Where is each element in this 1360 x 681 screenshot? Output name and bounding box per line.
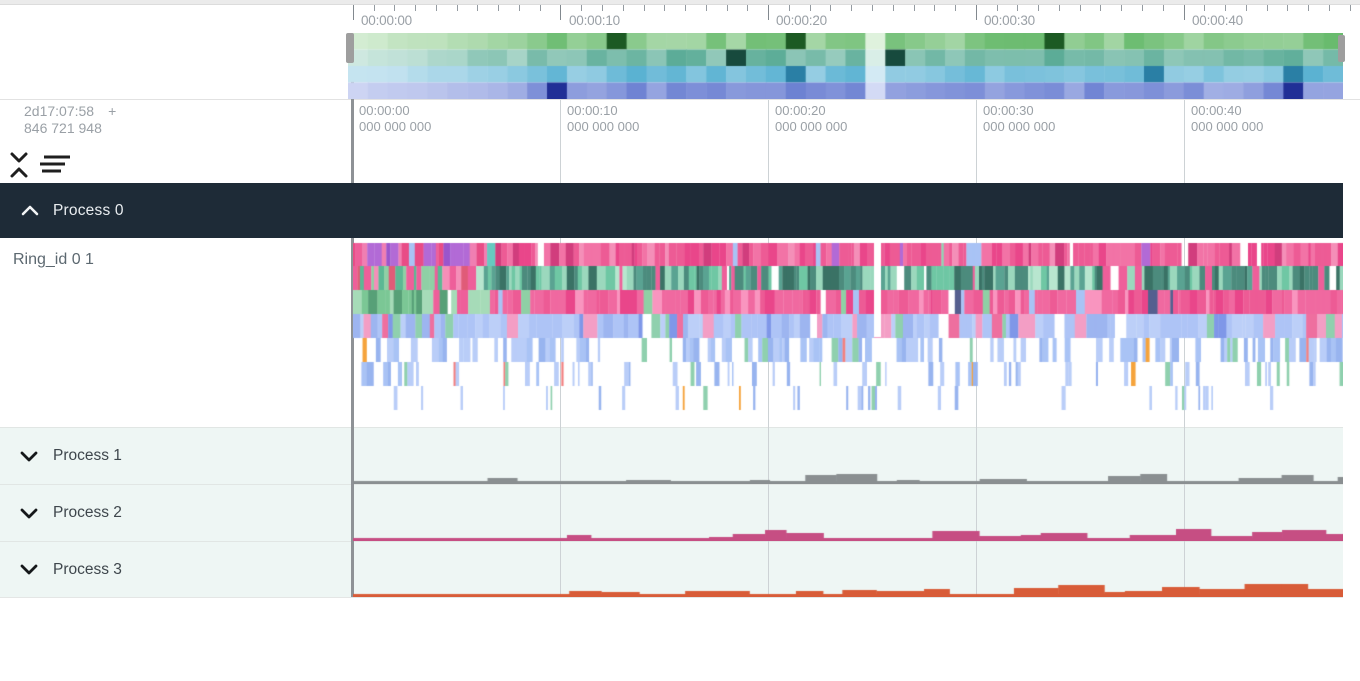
trace-start-line: [351, 33, 354, 597]
overview-time-label: 00:00:20: [776, 13, 827, 28]
tick: [1245, 5, 1247, 11]
overview-right-handle[interactable]: [1338, 35, 1345, 62]
ruler-time: 00:00:00: [359, 103, 410, 118]
chevron-down-icon: [20, 564, 38, 575]
tick: [1287, 5, 1289, 11]
overview-time-label: 00:00:40: [1192, 13, 1243, 28]
ruler-time: 00:00:40: [1191, 103, 1242, 118]
tick: [1017, 5, 1019, 11]
chevron-down-icon: [20, 451, 38, 462]
tick: [892, 5, 894, 11]
ruler-ns: 000 000 000: [359, 119, 432, 134]
tick: [622, 5, 624, 11]
tick: [830, 5, 832, 11]
tick: [1162, 5, 1164, 11]
tick: [1038, 5, 1040, 11]
ruler-mark: 00:00:00 000 000 000: [359, 103, 431, 135]
ruler-mark: 00:00:40 000 000 000: [1191, 103, 1263, 135]
ruler-mark: 00:00:10 000 000 000: [567, 103, 639, 135]
tick: [394, 5, 396, 11]
tracks-bottom-divider: [0, 597, 1343, 598]
ruler-time: 00:00:10: [567, 103, 618, 118]
process-2-counter-track[interactable]: [353, 525, 1343, 541]
tick: [975, 5, 977, 20]
overview-time-label: 00:00:00: [361, 13, 412, 28]
tick: [726, 5, 728, 11]
process-0-header[interactable]: Process 0: [0, 183, 1343, 238]
tick: [955, 5, 956, 11]
sort-tracks-button[interactable]: [36, 153, 74, 182]
tick: [851, 5, 853, 11]
process-2-label: Process 2: [53, 504, 122, 521]
tick: [1079, 5, 1081, 11]
overview-time-label: 00:00:10: [569, 13, 620, 28]
ruler-ns: 000 000 000: [983, 119, 1056, 134]
process-3-counter-track[interactable]: [353, 581, 1343, 597]
tick: [1183, 5, 1185, 20]
process-3-label: Process 3: [53, 560, 122, 578]
tick: [1308, 5, 1310, 11]
tick: [498, 5, 500, 11]
tick: [456, 5, 458, 11]
tick: [996, 5, 998, 11]
ruler-mark: 00:00:30 000 000 000: [983, 103, 1055, 135]
tick: [643, 5, 645, 11]
ruler-ns: 000 000 000: [567, 119, 640, 134]
overview-tick-strip: [0, 0, 1360, 5]
overview-divider: [0, 99, 1360, 100]
origin-plus: +: [108, 103, 117, 119]
tick: [747, 5, 749, 11]
tick: [1100, 5, 1102, 11]
tick: [1204, 5, 1206, 11]
chevron-up-icon: [21, 205, 39, 216]
origin-time: 2d17:07:58: [24, 103, 95, 119]
tick: [1225, 5, 1226, 11]
track-sort-icon: [40, 155, 70, 173]
process-1-label: Process 1: [53, 447, 122, 464]
tick: [768, 5, 770, 20]
tick: [705, 5, 707, 11]
tick: [1121, 5, 1123, 11]
tick: [560, 5, 562, 20]
tick: [539, 5, 541, 11]
overview-left-handle[interactable]: [346, 33, 354, 63]
ruler-time: 00:00:20: [775, 103, 826, 118]
ring-id-track-canvas[interactable]: [353, 240, 1343, 420]
tick: [664, 5, 666, 11]
tick: [518, 5, 520, 11]
overview-time-label: 00:00:30: [984, 13, 1035, 28]
ruler-ns: 000 000 000: [1191, 119, 1264, 134]
ruler-ns: 000 000 000: [775, 119, 848, 134]
tick: [809, 5, 811, 11]
tick: [1349, 5, 1351, 11]
tick: [871, 5, 873, 11]
trace-origin-timestamp: 2d17:07:58 + 846 721 948: [24, 103, 116, 137]
tick: [601, 5, 603, 11]
tick: [352, 5, 354, 20]
tick: [1266, 5, 1268, 11]
collapse-tracks-icon: [10, 152, 28, 178]
tick: [415, 5, 416, 11]
tick: [477, 5, 479, 11]
process-1-counter-track[interactable]: [353, 468, 1343, 484]
tick: [1328, 5, 1330, 11]
tick: [1142, 5, 1143, 11]
origin-nanoseconds: 846 721 948: [24, 120, 102, 136]
tick: [685, 5, 686, 11]
tick: [1058, 5, 1060, 11]
ruler-mark: 00:00:20 000 000 000: [775, 103, 847, 135]
tick: [934, 5, 936, 11]
process-0-label: Process 0: [53, 201, 124, 219]
tick: [373, 5, 375, 11]
tick: [435, 5, 437, 11]
tick: [788, 5, 790, 11]
ring-id-track-label: Ring_id 0 1: [13, 251, 94, 268]
chevron-down-icon: [20, 508, 38, 519]
tick: [913, 5, 915, 11]
ruler-time: 00:00:30: [983, 103, 1034, 118]
overview-heatmap[interactable]: [348, 33, 1343, 99]
collapse-tracks-button[interactable]: [8, 150, 30, 185]
tick: [581, 5, 583, 11]
